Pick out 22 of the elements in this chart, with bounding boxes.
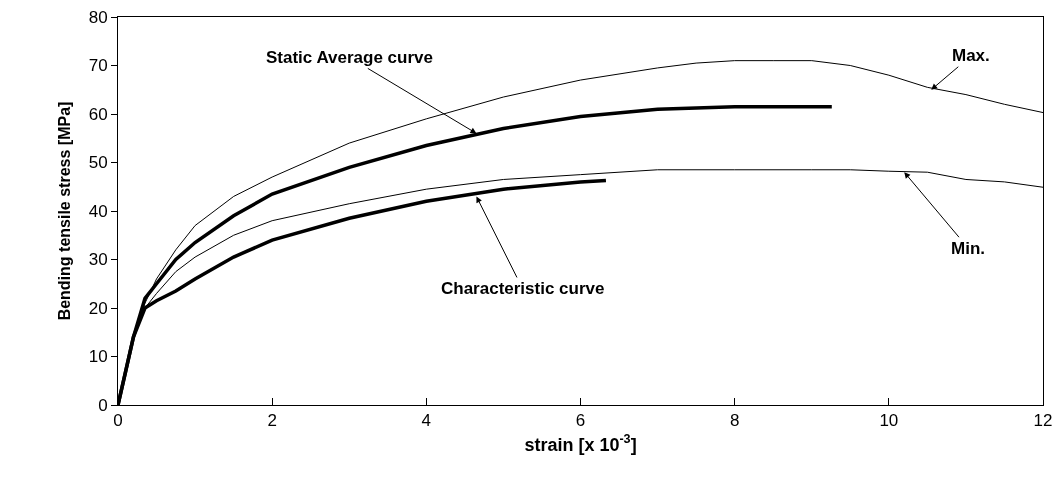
y-tick-label: 20 [88,298,108,318]
x-tick-label: 12 [1033,411,1053,431]
x-tick-label: 4 [421,411,432,431]
x-tick-label: 8 [729,411,740,431]
y-tick-label: 0 [98,395,108,415]
y-tick-label: 70 [88,56,108,76]
x-tick-label: 6 [575,411,586,431]
y-axis-title: Bending tensile stress [MPa] [55,101,73,321]
x-tick-label: 2 [267,411,277,431]
y-tick-label: 50 [88,153,108,173]
annotation: Min. [951,239,985,258]
x-axis-title: strain [x 10$^{-3}$] [524,431,637,455]
y-tick-label: 30 [88,250,108,270]
annotation: Static Average curve [266,48,433,67]
y-tick-label: 80 [88,7,108,27]
x-tick-label: 10 [879,411,899,431]
y-tick-label: 40 [88,201,108,221]
y-tick-label: 60 [88,104,108,124]
y-tick-label: 10 [88,347,108,367]
annotation: Max. [952,46,990,65]
x-tick-label: 0 [113,411,123,431]
annotation: Characteristic curve [441,279,605,298]
